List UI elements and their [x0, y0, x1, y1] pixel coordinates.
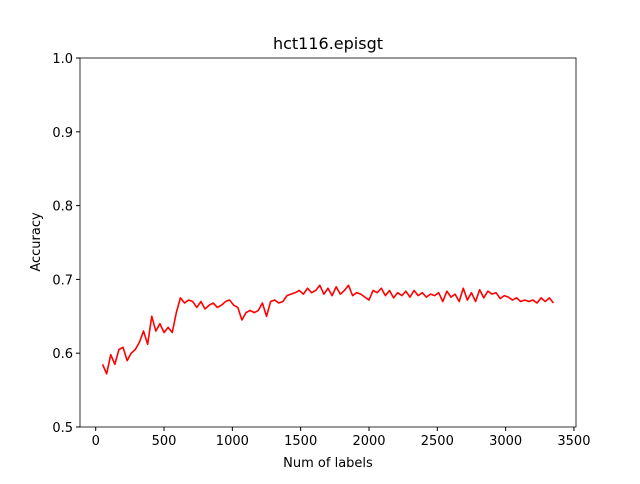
x-tick-label: 2500	[421, 434, 454, 449]
x-tick-label: 500	[152, 434, 177, 449]
data-line	[101, 284, 555, 375]
y-axis-label: Accuracy	[29, 212, 44, 272]
x-tick-label: 1000	[216, 434, 249, 449]
x-axis-label: Num of labels	[283, 456, 373, 471]
y-tick-label: 1.0	[52, 52, 73, 67]
y-tick-label: 0.9	[52, 126, 73, 141]
plot-frame	[79, 57, 577, 428]
x-tick-label: 3000	[489, 434, 522, 449]
x-tick-label: 0	[92, 434, 100, 449]
y-tick-label: 0.7	[52, 273, 73, 288]
y-tick-label: 0.8	[52, 200, 73, 215]
y-tick-label: 0.5	[52, 421, 73, 436]
y-tick-label: 0.6	[52, 347, 73, 362]
x-tick-label: 2000	[352, 434, 385, 449]
x-tick-label: 1500	[284, 434, 317, 449]
x-tick-label: 3500	[557, 434, 590, 449]
chart-title: hct116.episgt	[273, 34, 383, 53]
